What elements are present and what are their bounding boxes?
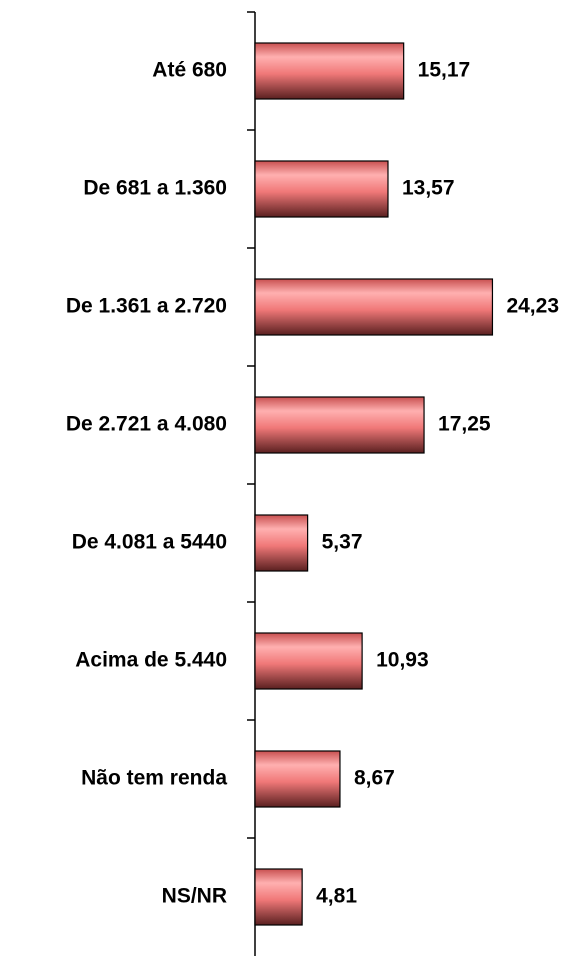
category-label: Acima de 5.440 <box>75 649 227 672</box>
category-label: De 4.081 a 5440 <box>72 531 227 554</box>
category-label: Até 680 <box>152 59 227 82</box>
value-label: 8,67 <box>354 767 395 790</box>
category-label: De 2.721 a 4.080 <box>66 413 227 436</box>
bar <box>254 868 303 926</box>
category-label: De 1.361 a 2.720 <box>66 295 227 318</box>
bar <box>254 750 341 808</box>
bar <box>254 632 363 690</box>
value-label: 13,57 <box>402 177 455 200</box>
value-label: 17,25 <box>438 413 491 436</box>
value-label: 15,17 <box>418 59 471 82</box>
category-label: De 681 a 1.360 <box>83 177 227 200</box>
bar <box>254 396 425 454</box>
value-label: 4,81 <box>316 885 357 908</box>
category-label: Não tem renda <box>81 767 227 790</box>
bar <box>254 278 494 336</box>
bar <box>254 514 309 572</box>
value-label: 10,93 <box>376 649 429 672</box>
value-label: 5,37 <box>322 531 363 554</box>
bar <box>254 42 405 100</box>
category-label: NS/NR <box>162 885 227 908</box>
bar <box>254 160 389 218</box>
value-label: 24,23 <box>506 295 559 318</box>
